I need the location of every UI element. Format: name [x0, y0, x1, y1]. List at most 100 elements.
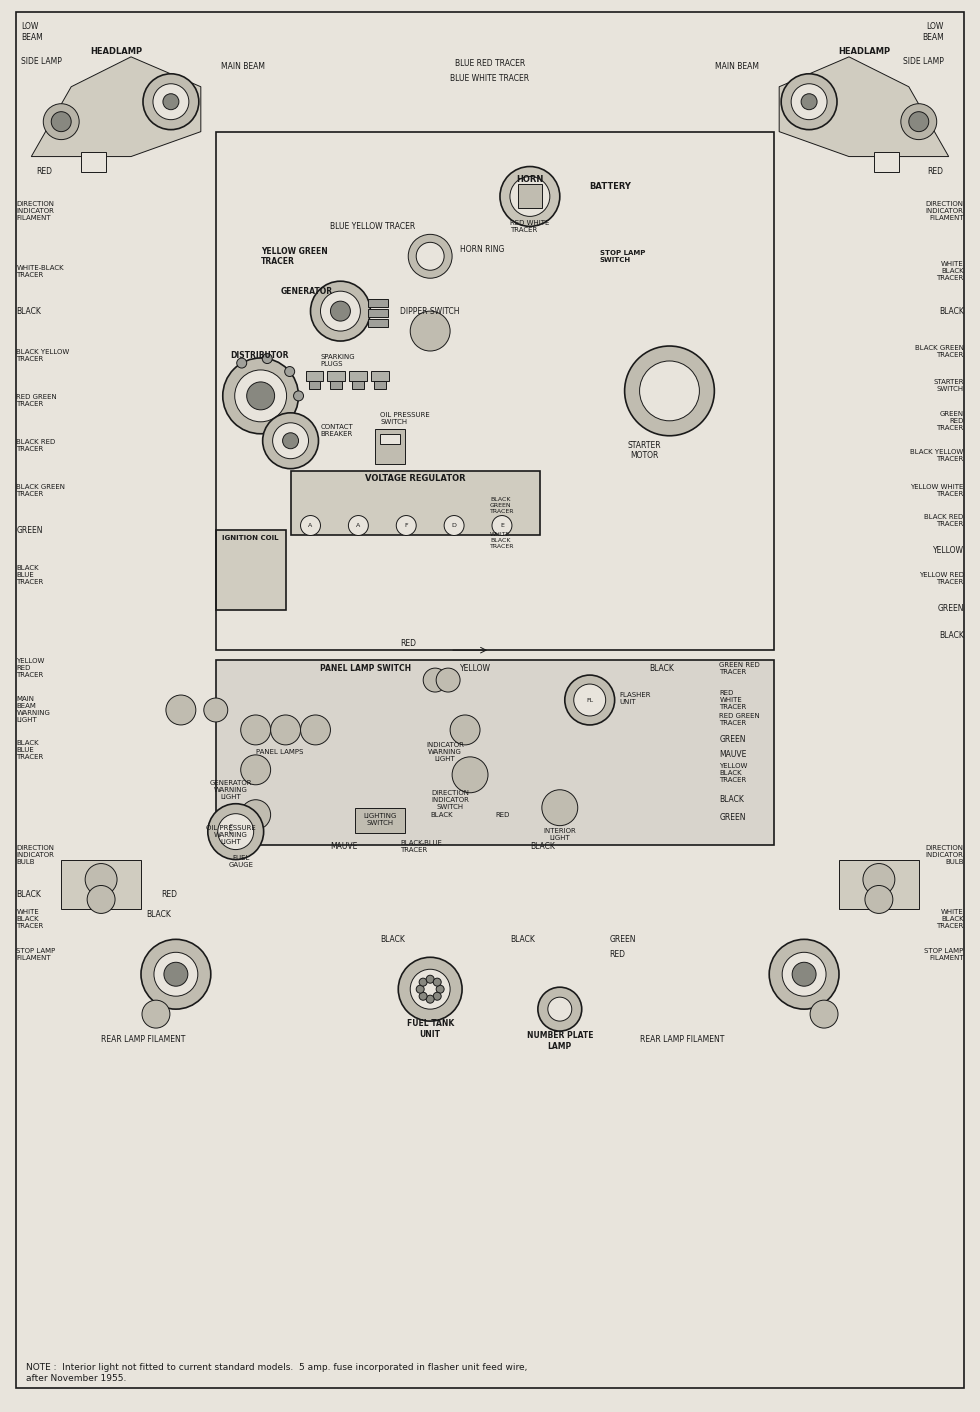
Text: YELLOW GREEN
TRACER: YELLOW GREEN TRACER — [261, 247, 327, 265]
Text: GREEN: GREEN — [719, 736, 746, 744]
Text: YELLOW RED
TRACER: YELLOW RED TRACER — [918, 572, 963, 585]
Circle shape — [416, 986, 424, 993]
Text: STOP LAMP
FILAMENT: STOP LAMP FILAMENT — [17, 947, 56, 960]
Bar — [81, 151, 106, 171]
Circle shape — [624, 346, 714, 436]
Text: DIRECTION
INDICATOR
BULB: DIRECTION INDICATOR BULB — [926, 844, 963, 864]
Text: BLACK: BLACK — [530, 842, 555, 851]
Text: WHITE
BLACK
TRACER: WHITE BLACK TRACER — [17, 909, 43, 929]
Circle shape — [43, 103, 79, 140]
Bar — [350, 371, 368, 381]
Bar — [371, 371, 389, 381]
Bar — [327, 371, 345, 381]
Circle shape — [423, 668, 447, 692]
Polygon shape — [31, 56, 201, 157]
Circle shape — [164, 962, 188, 986]
Bar — [353, 381, 365, 388]
Text: RED: RED — [610, 950, 625, 959]
Text: BLACK
BLUE
TRACER: BLACK BLUE TRACER — [17, 565, 43, 586]
Circle shape — [153, 83, 189, 120]
Text: PANEL LAMPS: PANEL LAMPS — [256, 748, 303, 755]
Text: LOW
BEAM: LOW BEAM — [922, 23, 944, 41]
Circle shape — [263, 412, 319, 469]
Text: GENERATOR
WARNING
LIGHT: GENERATOR WARNING LIGHT — [210, 779, 252, 799]
Circle shape — [419, 979, 427, 986]
Circle shape — [426, 995, 434, 1003]
Circle shape — [492, 515, 512, 535]
Text: GREEN: GREEN — [17, 527, 43, 535]
Circle shape — [564, 675, 614, 724]
Bar — [874, 151, 899, 171]
Text: YELLOW: YELLOW — [460, 664, 491, 672]
Bar — [330, 381, 342, 388]
Circle shape — [444, 515, 465, 535]
Circle shape — [510, 176, 550, 216]
Text: STOP LAMP
FILAMENT: STOP LAMP FILAMENT — [924, 947, 963, 960]
Text: DIPPER SWITCH: DIPPER SWITCH — [400, 306, 460, 316]
Bar — [216, 131, 774, 650]
Bar — [309, 381, 320, 388]
Text: WHITE
BLACK
TRACER: WHITE BLACK TRACER — [937, 261, 963, 281]
Text: YELLOW WHITE
TRACER: YELLOW WHITE TRACER — [910, 484, 963, 497]
Circle shape — [411, 311, 450, 352]
Text: GREEN RED
TRACER: GREEN RED TRACER — [719, 662, 760, 675]
Circle shape — [436, 986, 444, 993]
Circle shape — [863, 864, 895, 895]
Circle shape — [901, 103, 937, 140]
Text: BLACK: BLACK — [719, 795, 744, 805]
Bar — [306, 371, 323, 381]
Text: F
G: F G — [228, 825, 233, 834]
Text: BLACK: BLACK — [510, 935, 535, 943]
Circle shape — [792, 962, 816, 986]
Text: BLACK: BLACK — [939, 306, 963, 316]
Circle shape — [285, 415, 295, 425]
Circle shape — [548, 997, 571, 1021]
Text: IGNITION COIL: IGNITION COIL — [222, 535, 279, 541]
Circle shape — [241, 755, 270, 785]
Polygon shape — [779, 56, 949, 157]
Circle shape — [142, 1000, 170, 1028]
Circle shape — [769, 939, 839, 1010]
Text: FLASHER
UNIT: FLASHER UNIT — [619, 692, 651, 705]
Bar — [368, 299, 388, 308]
Text: CONTACT
BREAKER: CONTACT BREAKER — [320, 424, 353, 438]
Bar — [216, 661, 774, 844]
Text: RED: RED — [400, 638, 416, 648]
Text: PANEL LAMP SWITCH: PANEL LAMP SWITCH — [320, 664, 412, 672]
Text: BLUE RED TRACER: BLUE RED TRACER — [455, 59, 525, 68]
Circle shape — [301, 714, 330, 746]
Text: BLACK: BLACK — [650, 664, 674, 672]
Text: FUEL TANK
UNIT: FUEL TANK UNIT — [407, 1019, 454, 1039]
Text: BLACK
BLUE
TRACER: BLACK BLUE TRACER — [17, 740, 43, 760]
Circle shape — [270, 714, 301, 746]
Bar — [368, 309, 388, 318]
Text: OIL PRESSURE
WARNING
LIGHT: OIL PRESSURE WARNING LIGHT — [206, 825, 256, 844]
Text: BLUE WHITE TRACER: BLUE WHITE TRACER — [451, 75, 529, 83]
Circle shape — [396, 515, 416, 535]
Text: NOTE :  Interior light not fitted to current standard models.  5 amp. fuse incor: NOTE : Interior light not fitted to curr… — [26, 1364, 527, 1382]
Text: DIRECTION
INDICATOR
BULB: DIRECTION INDICATOR BULB — [17, 844, 54, 864]
Circle shape — [416, 243, 444, 270]
Circle shape — [272, 422, 309, 459]
Circle shape — [426, 976, 434, 983]
Text: MAUVE: MAUVE — [330, 842, 358, 851]
Text: A: A — [357, 522, 361, 528]
Text: HORN RING: HORN RING — [460, 244, 505, 254]
Circle shape — [320, 291, 361, 330]
Text: LOW
BEAM: LOW BEAM — [22, 23, 43, 41]
Circle shape — [409, 234, 452, 278]
Circle shape — [801, 93, 817, 110]
Text: BLACK GREEN
TRACER: BLACK GREEN TRACER — [914, 345, 963, 357]
Text: REAR LAMP FILAMENT: REAR LAMP FILAMENT — [101, 1035, 185, 1043]
Text: BLACK YELLOW
TRACER: BLACK YELLOW TRACER — [17, 350, 70, 363]
Circle shape — [247, 381, 274, 409]
Circle shape — [908, 112, 929, 131]
Text: DISTRIBUTOR: DISTRIBUTOR — [230, 352, 289, 360]
Text: YELLOW: YELLOW — [933, 546, 963, 555]
Text: SIDE LAMP: SIDE LAMP — [22, 58, 62, 66]
Bar — [839, 860, 919, 909]
Text: RED: RED — [36, 167, 52, 176]
Text: RED: RED — [496, 812, 510, 818]
Text: D: D — [452, 522, 457, 528]
Circle shape — [241, 714, 270, 746]
